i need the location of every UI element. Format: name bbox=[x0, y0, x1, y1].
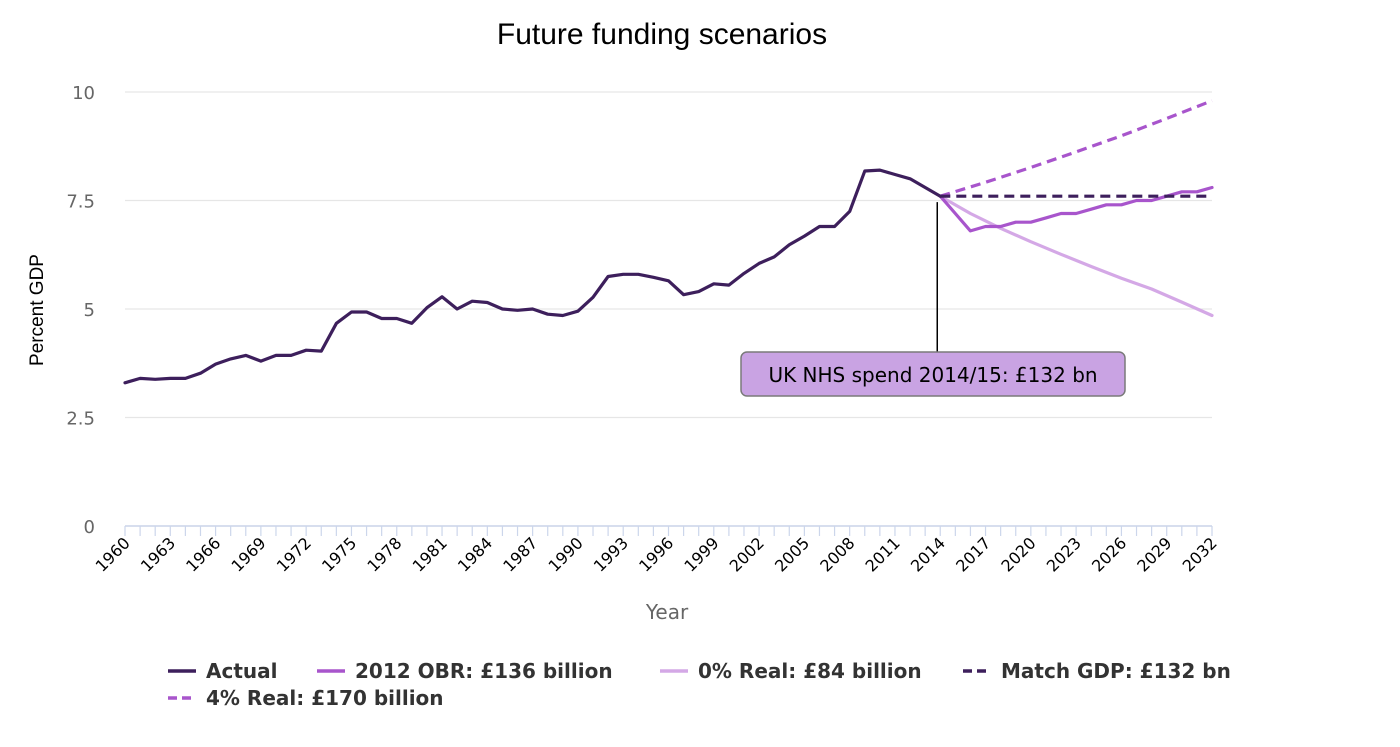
x-tick-label: 2014 bbox=[907, 533, 949, 575]
annotation-box bbox=[740, 351, 1126, 397]
x-tick-label: 1969 bbox=[227, 533, 269, 575]
x-tick-label: 1972 bbox=[273, 533, 315, 575]
y-tick-label: 0 bbox=[84, 517, 95, 538]
series-layer bbox=[123, 99, 1214, 385]
y-tick-label: 10 bbox=[72, 83, 95, 104]
legend-item-label[interactable]: Actual bbox=[206, 659, 277, 683]
annotation: UK NHS spend 2014/15: £132 bn bbox=[740, 202, 1126, 397]
series-line-1 bbox=[938, 185, 1214, 233]
y-tick-label: 7.5 bbox=[66, 192, 95, 213]
x-tick-label: 2011 bbox=[862, 533, 904, 575]
annotation-label: UK NHS spend 2014/15: £132 bn bbox=[768, 363, 1097, 387]
series-line-4 bbox=[939, 99, 1213, 198]
x-tick-label: 1984 bbox=[454, 533, 496, 575]
x-tick-label: 2002 bbox=[726, 533, 768, 575]
x-tick-label: 2005 bbox=[771, 533, 813, 575]
x-axis: 1960 1963 1966 1969 1972 1975 1978 1981 1984 1987… bbox=[92, 525, 1221, 576]
grid bbox=[125, 91, 1212, 527]
series-line-2 bbox=[938, 194, 1214, 318]
x-tick-label: 1987 bbox=[499, 533, 541, 575]
chart-title: Future funding scenarios bbox=[497, 18, 827, 51]
x-tick-label: 2023 bbox=[1043, 533, 1085, 575]
x-tick-label: 1960 bbox=[92, 533, 134, 575]
legend-item-label[interactable]: 4% Real: £170 billion bbox=[206, 686, 444, 710]
x-tick-label: 2026 bbox=[1088, 533, 1130, 575]
x-tick-label: 2032 bbox=[1179, 533, 1221, 575]
x-axis-label: Year bbox=[645, 600, 689, 624]
y-tick-label: 2.5 bbox=[66, 409, 95, 430]
y-axis: 0 2.5 5 7.5 10 bbox=[66, 83, 95, 538]
x-tick-label: 1990 bbox=[545, 533, 587, 575]
x-tick-label: 2020 bbox=[997, 533, 1039, 575]
x-tick-label: 2008 bbox=[816, 533, 858, 575]
series-line-0 bbox=[123, 168, 942, 385]
legend-item-label[interactable]: 0% Real: £84 billion bbox=[698, 659, 922, 683]
x-tick-label: 1999 bbox=[680, 533, 722, 575]
x-tick-label: 1981 bbox=[409, 533, 451, 575]
legend: Actual 2012 OBR: £136 billion 0% Real: £84… bbox=[168, 659, 1231, 710]
x-tick-label: 1996 bbox=[635, 533, 677, 575]
x-tick-label: 1966 bbox=[182, 533, 224, 575]
y-axis-label: Percent GDP bbox=[27, 254, 48, 366]
x-tick-label: 2029 bbox=[1133, 533, 1175, 575]
x-tick-label: 1978 bbox=[363, 533, 405, 575]
legend-item-label[interactable]: Match GDP: £132 bn bbox=[1001, 659, 1231, 683]
x-tick-label: 2017 bbox=[952, 533, 994, 575]
x-tick-label: 1993 bbox=[590, 533, 632, 575]
x-tick-label: 1963 bbox=[137, 533, 179, 575]
x-tick-label: 1975 bbox=[318, 533, 360, 575]
legend-item-label[interactable]: 2012 OBR: £136 billion bbox=[355, 659, 613, 683]
y-tick-label: 5 bbox=[84, 300, 95, 321]
